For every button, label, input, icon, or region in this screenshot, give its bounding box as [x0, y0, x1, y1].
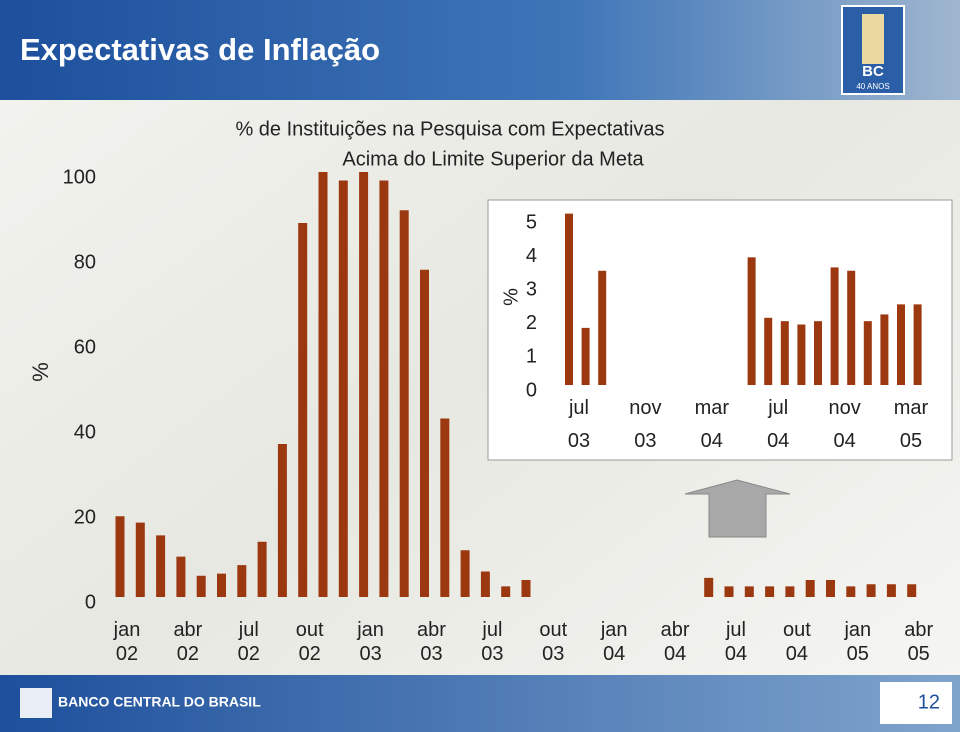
chart-title: Acima do Limite Superior da Meta	[342, 148, 644, 170]
x-tick-label: nov 04	[828, 397, 860, 452]
bar	[565, 213, 573, 385]
bar	[780, 321, 789, 385]
inset-y-tick-label: 4	[526, 245, 537, 267]
x-tick-label: abr 05	[904, 619, 933, 665]
page-number: 12	[918, 691, 940, 713]
bar	[176, 556, 186, 597]
header-band	[0, 0, 960, 100]
logo-text: BC	[862, 63, 884, 80]
inset-y-tick-label: 5	[526, 211, 537, 233]
y-axis-label: %	[28, 362, 53, 382]
x-tick-label: jan 03	[356, 619, 384, 665]
bar	[460, 550, 470, 597]
slide-title: Expectativas de Inflação	[20, 32, 380, 67]
y-tick-label: 20	[74, 506, 96, 528]
bar	[521, 580, 531, 597]
bar	[907, 584, 917, 597]
bar	[830, 267, 839, 385]
inset-y-tick-label: 2	[526, 312, 537, 334]
logo	[841, 5, 905, 95]
x-tick-label: jul 02	[238, 619, 260, 665]
x-tick-label: out 03	[539, 619, 567, 665]
bar	[598, 270, 607, 385]
bar	[880, 314, 889, 385]
bar	[115, 516, 125, 597]
x-tick-label: abr 02	[173, 619, 202, 665]
x-tick-label: mar 05	[894, 397, 929, 452]
bar	[338, 180, 348, 597]
x-tick-label: jan 04	[600, 619, 628, 665]
bar	[298, 223, 308, 597]
x-tick-label: jul 04	[767, 397, 789, 452]
x-tick-label: jul 04	[725, 619, 747, 665]
bar	[744, 586, 754, 597]
bar	[704, 577, 714, 597]
logo-building	[862, 14, 884, 64]
chart-title: % de Instituições na Pesquisa com Expect…	[235, 118, 664, 140]
bar	[196, 575, 206, 597]
x-tick-label: out 02	[296, 619, 324, 665]
x-tick-label: abr 04	[661, 619, 690, 665]
bar	[785, 586, 795, 597]
y-tick-label: 100	[63, 166, 96, 188]
x-tick-label: jul 03	[481, 619, 503, 665]
bar	[724, 586, 734, 597]
arrow	[684, 479, 791, 538]
footer-band	[0, 675, 960, 732]
bar	[277, 444, 287, 597]
bar	[805, 580, 815, 597]
x-tick-label: mar 04	[695, 397, 730, 452]
bar	[379, 180, 389, 597]
bar	[797, 324, 806, 385]
y-tick-label: 60	[74, 336, 96, 358]
bar	[913, 304, 922, 385]
bar	[847, 270, 856, 385]
bar	[420, 269, 429, 597]
bar	[863, 321, 872, 385]
bar	[156, 535, 166, 597]
bar	[217, 573, 226, 597]
x-tick-label: jul 03	[568, 397, 590, 452]
y-tick-label: 40	[74, 421, 96, 443]
y-tick-label: 80	[74, 251, 96, 273]
bar	[866, 584, 876, 597]
inset-y-axis-label: %	[500, 288, 522, 306]
bar	[440, 418, 450, 597]
footer-brand: BANCO CENTRAL DO BRASIL	[58, 694, 261, 710]
y-tick-label: 0	[85, 591, 96, 613]
bar	[318, 172, 328, 597]
bar	[814, 321, 822, 385]
x-tick-label: jan 05	[843, 619, 871, 665]
bar	[764, 317, 773, 385]
x-tick-label: nov 03	[629, 397, 661, 452]
x-tick-label: jan 02	[113, 619, 141, 665]
bar	[765, 586, 775, 597]
bar	[399, 210, 409, 597]
page-box	[880, 682, 952, 724]
x-tick-label: out 04	[783, 619, 811, 665]
bar	[359, 172, 369, 597]
inset-y-tick-label: 3	[526, 278, 537, 300]
bar	[846, 586, 856, 597]
bar	[237, 565, 247, 597]
bar	[826, 580, 835, 597]
bar	[501, 586, 511, 597]
inset-y-tick-label: 0	[526, 379, 537, 401]
footer-logo	[20, 688, 52, 718]
bar	[135, 522, 145, 597]
bar	[886, 584, 896, 597]
bar	[581, 327, 590, 385]
bar	[480, 571, 490, 597]
inset-y-tick-label: 1	[526, 346, 537, 368]
bar	[257, 541, 267, 597]
x-tick-label: abr 03	[417, 619, 446, 665]
logo-subtext: 40 ANOS	[856, 82, 889, 91]
bar	[897, 304, 905, 385]
bar	[747, 257, 756, 385]
